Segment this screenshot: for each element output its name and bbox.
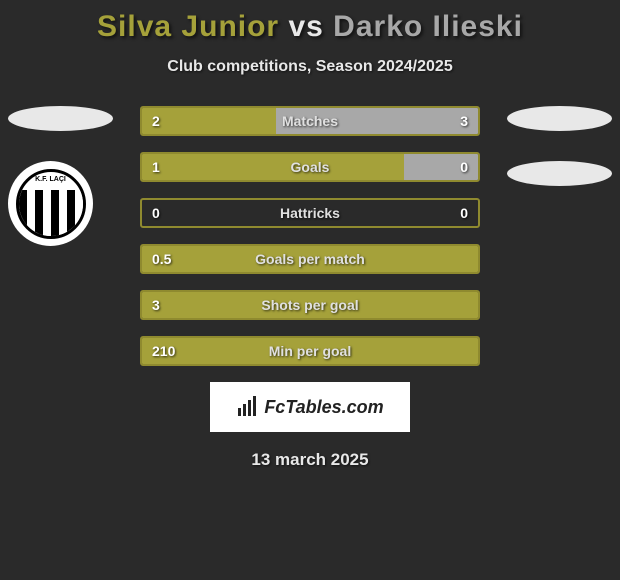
club-badge-text: K.F. LAÇI bbox=[19, 176, 83, 183]
stat-value-right: 0 bbox=[460, 205, 468, 221]
stat-row: 0 Hattricks 0 bbox=[140, 198, 480, 228]
placeholder-oval-icon bbox=[8, 106, 113, 131]
right-logos bbox=[507, 106, 612, 216]
subtitle: Club competitions, Season 2024/2025 bbox=[0, 58, 620, 76]
stat-value-left: 1 bbox=[152, 159, 160, 175]
brand-chart-icon bbox=[236, 396, 258, 418]
brand-text: FcTables.com bbox=[264, 397, 383, 418]
player1-name: Silva Junior bbox=[97, 10, 279, 43]
stat-label: Goals bbox=[291, 159, 330, 175]
brand-badge: FcTables.com bbox=[210, 382, 410, 432]
stat-value-left: 3 bbox=[152, 297, 160, 313]
stat-value-left: 0.5 bbox=[152, 251, 171, 267]
placeholder-oval-icon bbox=[507, 106, 612, 131]
stat-value-right: 3 bbox=[460, 113, 468, 129]
stat-label: Goals per match bbox=[255, 251, 365, 267]
vs-text: vs bbox=[288, 10, 323, 43]
stat-label: Min per goal bbox=[269, 343, 351, 359]
chart-area: K.F. LAÇI 2 Matches 3 1 Goals 0 0 Hattricks 0 0.5… bbox=[0, 106, 620, 470]
stat-row: 1 Goals 0 bbox=[140, 152, 480, 182]
stat-label: Shots per goal bbox=[261, 297, 358, 313]
stat-row: 3 Shots per goal bbox=[140, 290, 480, 320]
club-badge-icon: K.F. LAÇI bbox=[8, 161, 93, 246]
stat-label: Matches bbox=[282, 113, 338, 129]
comparison-title: Silva Junior vs Darko Ilieski bbox=[0, 0, 620, 44]
stat-fill-left bbox=[142, 154, 404, 180]
stat-value-left: 2 bbox=[152, 113, 160, 129]
stat-value-left: 0 bbox=[152, 205, 160, 221]
stat-row: 2 Matches 3 bbox=[140, 106, 480, 136]
player2-name: Darko Ilieski bbox=[333, 10, 523, 43]
stat-value-right: 0 bbox=[460, 159, 468, 175]
stat-row: 0.5 Goals per match bbox=[140, 244, 480, 274]
stat-fill-left bbox=[142, 108, 276, 134]
stat-label: Hattricks bbox=[280, 205, 340, 221]
left-logos: K.F. LAÇI bbox=[8, 106, 113, 246]
stat-row: 210 Min per goal bbox=[140, 336, 480, 366]
date-text: 13 march 2025 bbox=[0, 450, 620, 470]
stat-value-left: 210 bbox=[152, 343, 175, 359]
placeholder-oval-icon bbox=[507, 161, 612, 186]
stat-bars: 2 Matches 3 1 Goals 0 0 Hattricks 0 0.5 Goals per … bbox=[140, 106, 480, 366]
